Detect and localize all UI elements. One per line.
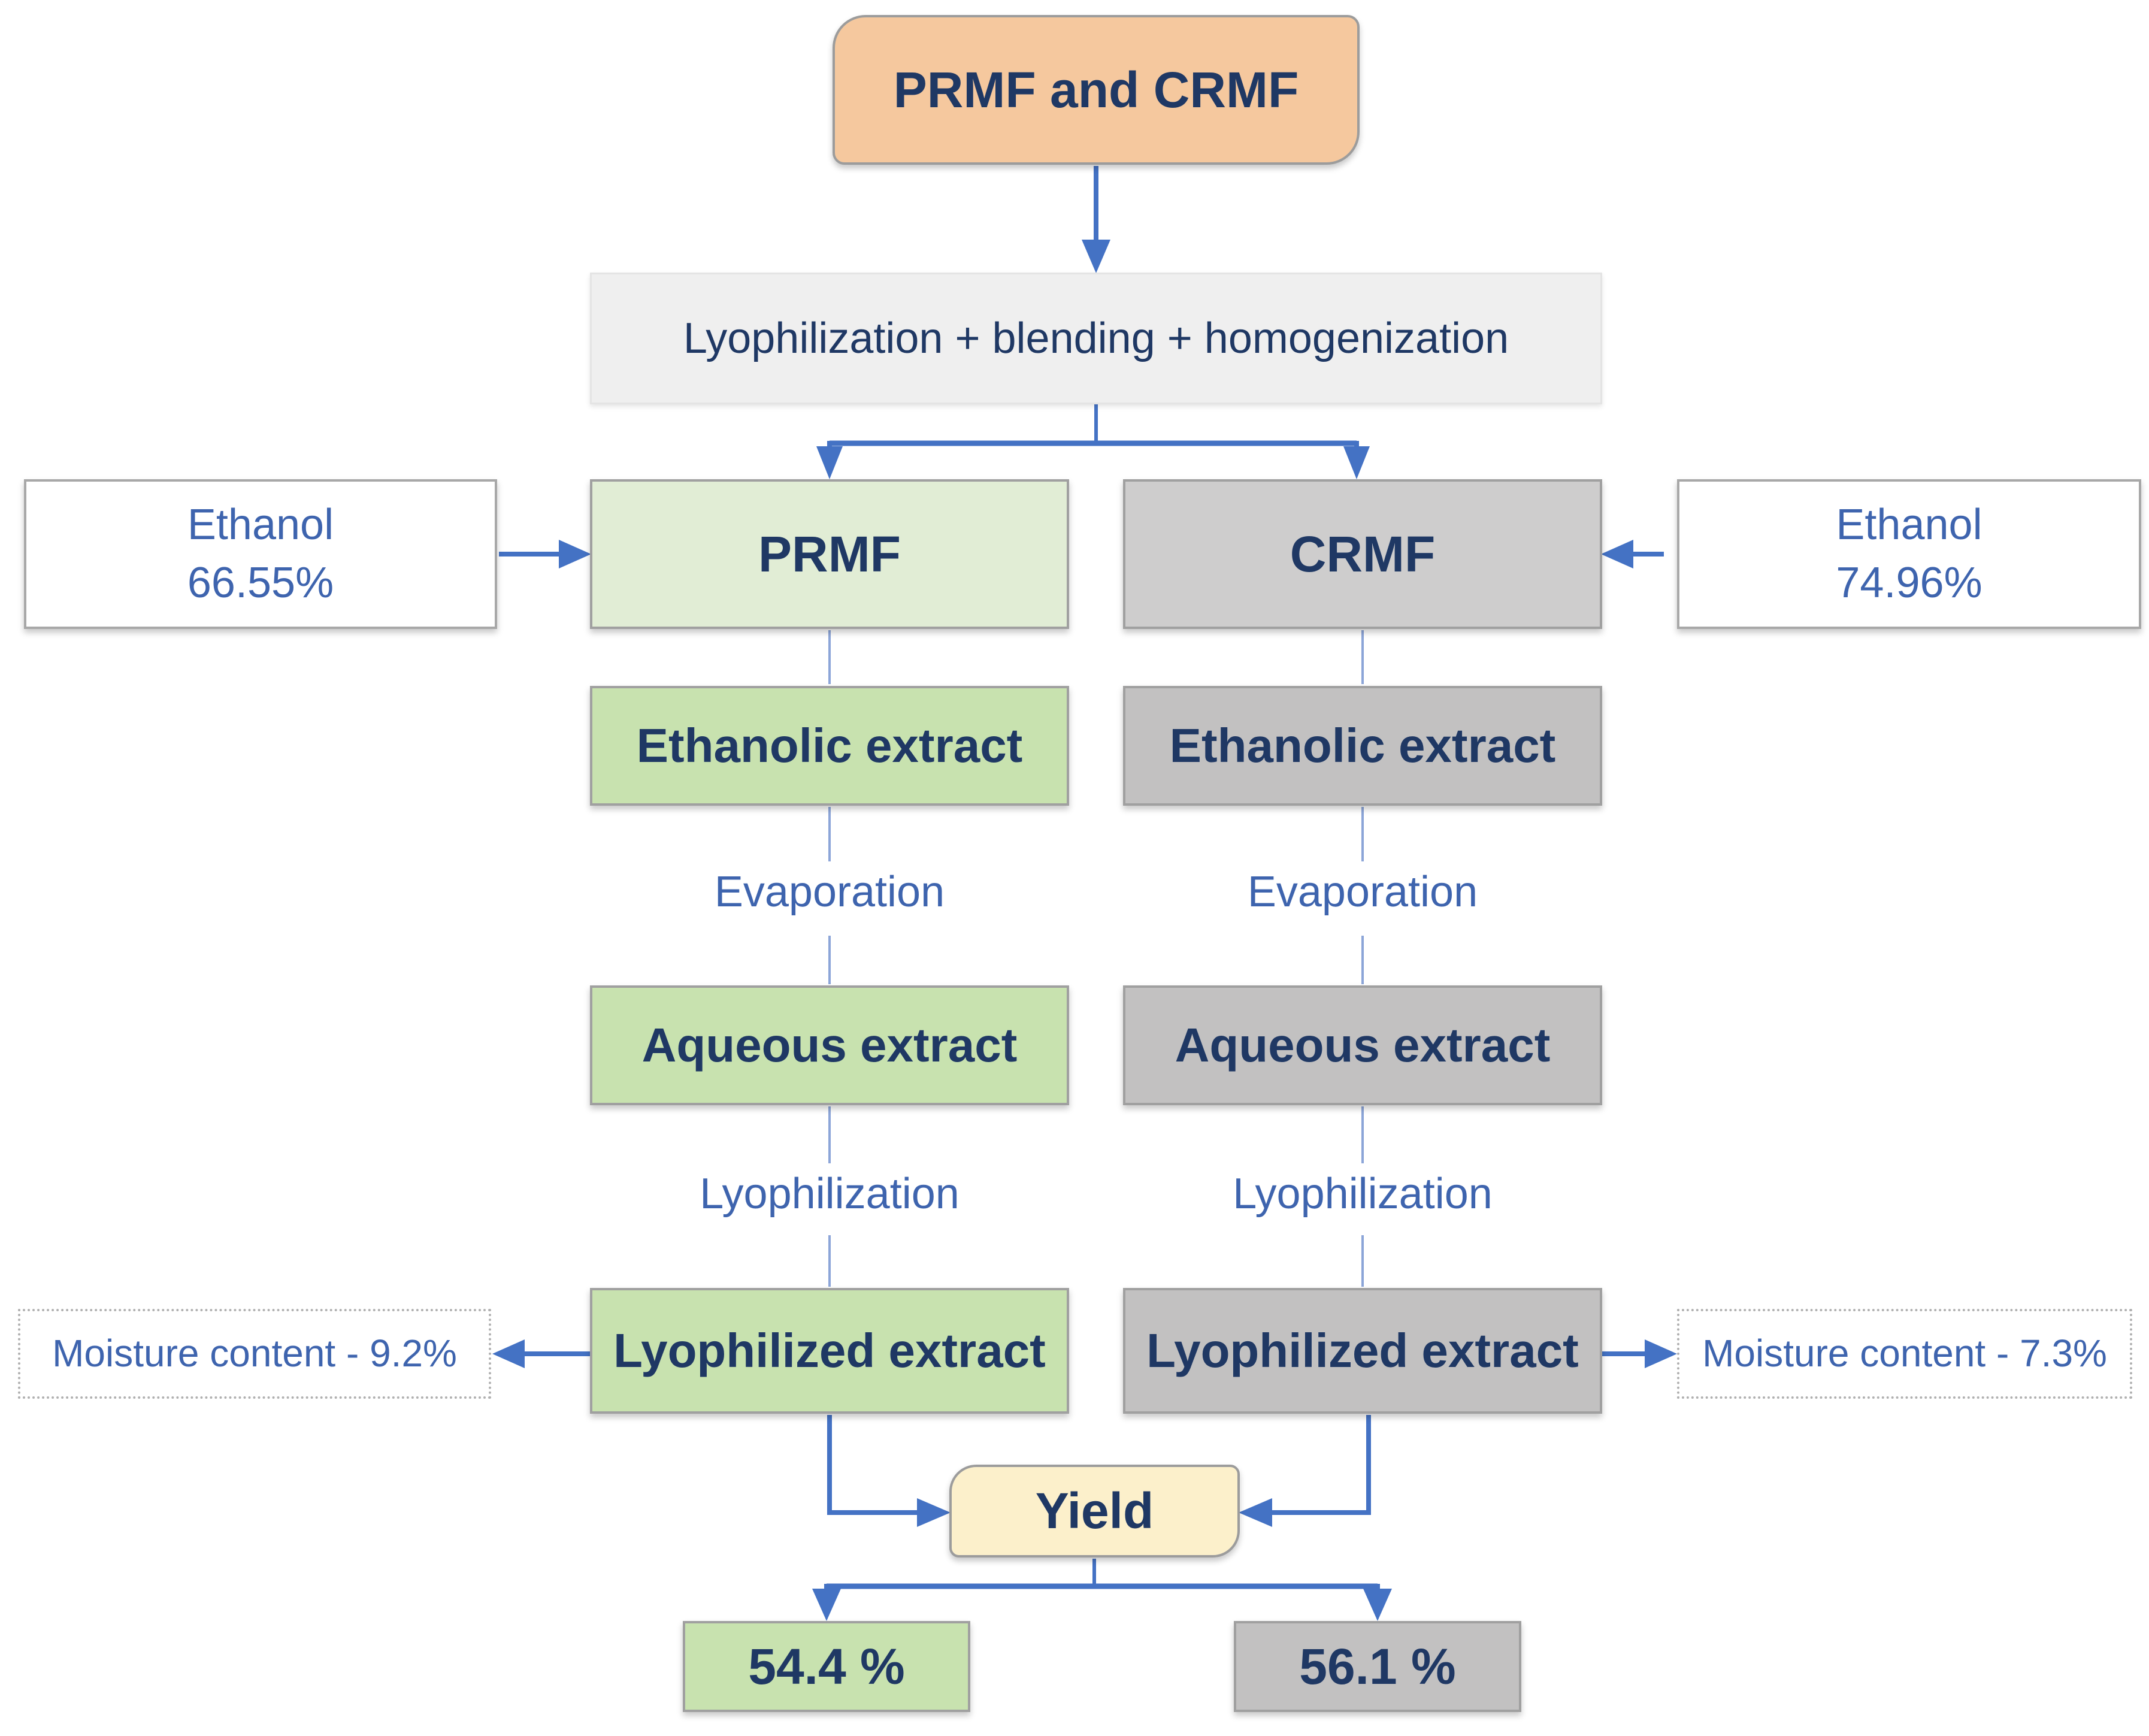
lyophilized-extract-left-node: Lyophilized extract [590, 1288, 1069, 1414]
ethanol-right-value: 74.96% [1836, 559, 1982, 607]
ethanol-right-label: Ethanol [1836, 500, 1982, 549]
lyophilized-extract-right-node: Lyophilized extract [1123, 1288, 1602, 1414]
ethanol-left-node: Ethanol 66.55% [24, 479, 497, 629]
ethanolic-extract-left-node: Ethanolic extract [590, 686, 1069, 806]
ethanol-left-value: 66.55% [187, 559, 334, 607]
crmf-node: CRMF [1123, 479, 1602, 629]
ethanol-left-label: Ethanol [187, 500, 334, 549]
evaporation-right-label: Evaporation [1247, 868, 1478, 916]
arrowheads [492, 240, 1677, 1621]
process-node: Lyophilization + blending + homogenizati… [590, 273, 1602, 404]
lyophilization-left-label: Lyophilization [700, 1170, 960, 1218]
prmf-node: PRMF [590, 479, 1069, 629]
yield-node: Yield [949, 1465, 1240, 1557]
aqueous-extract-right-node: Aqueous extract [1123, 985, 1602, 1105]
ethanolic-extract-right-node: Ethanolic extract [1123, 686, 1602, 806]
moisture-left-node: Moisture content - 9.2% [18, 1309, 491, 1399]
yield-value-right-node: 56.1 % [1234, 1621, 1521, 1712]
yield-value-left-node: 54.4 % [683, 1621, 970, 1712]
source-node: PRMF and CRMF [833, 15, 1360, 165]
moisture-right-node: Moisture content - 7.3% [1677, 1309, 2132, 1399]
evaporation-left-label: Evaporation [714, 868, 945, 916]
aqueous-extract-left-node: Aqueous extract [590, 985, 1069, 1105]
ethanol-right-node: Ethanol 74.96% [1677, 479, 2141, 629]
lyophilization-right-label: Lyophilization [1233, 1170, 1493, 1218]
